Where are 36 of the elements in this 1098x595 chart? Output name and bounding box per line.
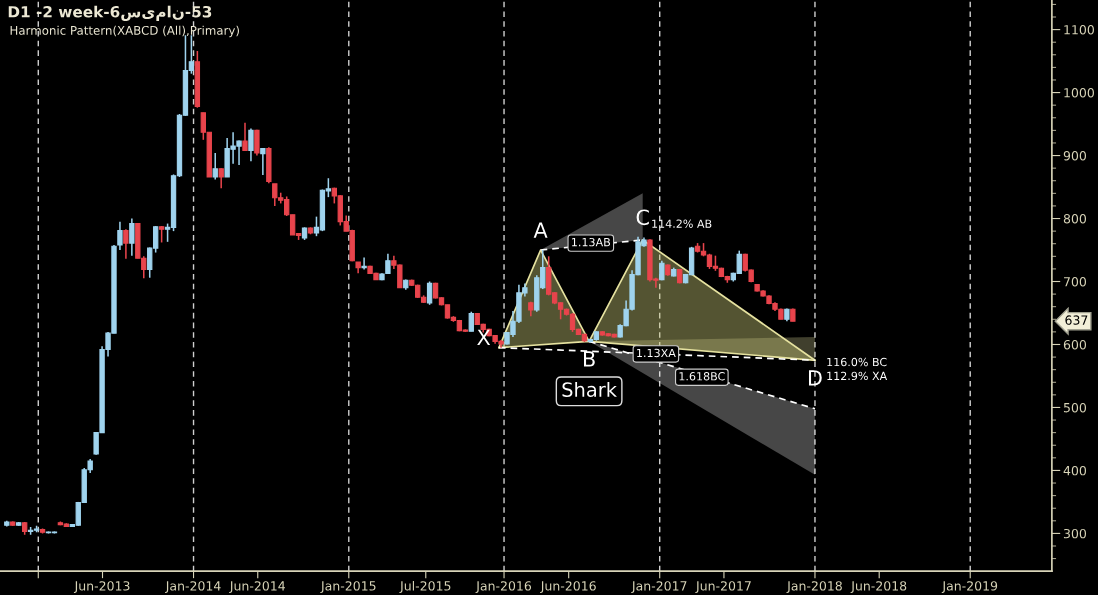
annotation: B: [584, 351, 595, 367]
chart-title: D1 -2 week-6سیمان-53: [8, 5, 212, 22]
annotation: 116.0% BC: [827, 357, 887, 367]
y-tick-label: 500: [1063, 402, 1087, 413]
annotation: 1.618BC: [679, 372, 725, 381]
annotation: D: [808, 370, 822, 386]
y-tick-label: 600: [1063, 339, 1087, 350]
x-tick-label: Jan-2016: [475, 581, 532, 593]
annotation: C: [636, 209, 649, 226]
y-tick-label: 900: [1063, 151, 1087, 161]
x-tick-label: Jan-2017: [631, 581, 687, 593]
annotation: 112.9% XA: [827, 371, 888, 381]
y-tick-label: 800: [1063, 214, 1087, 224]
y-tick-label: 1100: [1064, 25, 1094, 35]
annotation: A: [533, 222, 548, 238]
annotation: 1.13AB: [572, 237, 610, 247]
y-tick-label: 700: [1064, 276, 1087, 287]
y-tick-label: 300: [1063, 528, 1087, 539]
x-tick-label: Jan-2015: [320, 581, 376, 593]
x-tick-label: Jan-2019: [941, 581, 998, 593]
annotation: X: [477, 329, 491, 346]
text: Harmonic Pattern(XABCD (All),Primary): [10, 25, 239, 38]
text: 637: [1065, 315, 1088, 325]
x-tick-label: Jan-2018: [786, 581, 842, 593]
annotation: 1.13XA: [637, 348, 676, 358]
x-tick-label: Jun-2014: [229, 581, 285, 593]
x-tick-label: Jun-2017: [695, 581, 751, 593]
annotation: 114.2% AB: [652, 219, 712, 228]
x-tick-label: Jul-2015: [399, 580, 451, 593]
x-tick-label: Jun-2013: [73, 581, 130, 593]
x-tick-label: Jun-2018: [850, 581, 907, 593]
y-tick-label: 400: [1063, 465, 1087, 476]
y-tick-label: 1000: [1064, 88, 1094, 98]
annotation: Shark: [562, 381, 617, 397]
x-tick-label: Jan-2014: [165, 581, 221, 593]
x-tick-label: Jun-2016: [540, 581, 596, 593]
